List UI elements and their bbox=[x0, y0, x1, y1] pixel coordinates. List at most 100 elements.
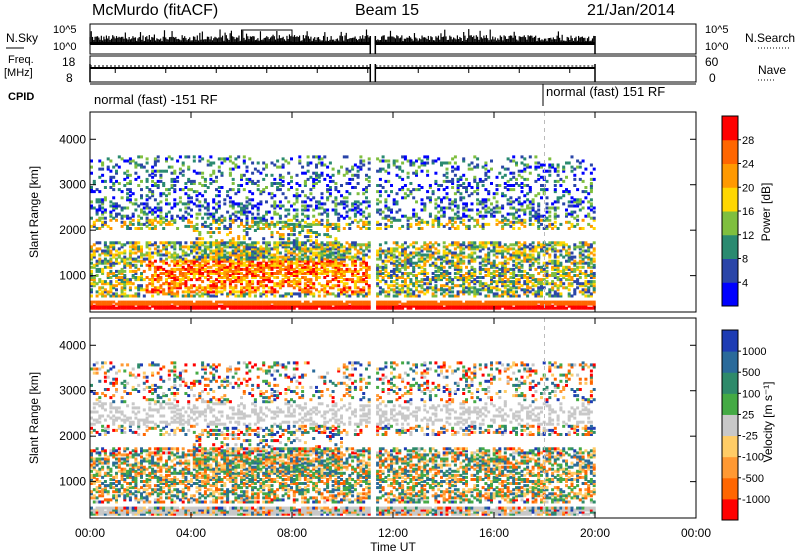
heat-cell bbox=[328, 304, 332, 308]
heat-cell bbox=[306, 269, 310, 273]
heat-cell bbox=[451, 290, 455, 294]
heat-cell bbox=[306, 263, 310, 267]
heat-cell bbox=[456, 224, 460, 228]
heat-cell bbox=[420, 259, 424, 263]
heat-cell bbox=[392, 290, 396, 294]
heat-cell bbox=[456, 284, 460, 288]
heat-cell bbox=[501, 304, 505, 308]
heat-cell bbox=[256, 216, 260, 220]
heat-cell bbox=[212, 243, 216, 247]
heat-cell bbox=[248, 257, 252, 261]
heat-cell bbox=[326, 243, 330, 247]
heat-cell bbox=[209, 163, 213, 167]
heat-cell bbox=[303, 306, 307, 310]
heat-cell bbox=[323, 267, 327, 271]
heat-cell bbox=[292, 202, 296, 206]
heat-cell bbox=[395, 173, 399, 177]
heat-cell bbox=[120, 300, 124, 304]
heat-cell bbox=[465, 227, 468, 230]
heat-cell bbox=[423, 243, 427, 247]
heat-cell bbox=[117, 253, 121, 257]
heat-cell bbox=[278, 214, 282, 218]
heat-cell bbox=[295, 212, 299, 216]
heat-cell bbox=[367, 157, 371, 161]
heat-cell bbox=[501, 227, 505, 230]
heat-cell bbox=[406, 304, 410, 308]
heat-cell bbox=[506, 249, 510, 253]
heat-cell bbox=[356, 255, 360, 259]
heat-cell bbox=[303, 300, 307, 304]
heat-cell bbox=[181, 218, 185, 222]
heat-cell bbox=[392, 288, 396, 292]
heat-cell bbox=[503, 300, 507, 304]
heat-cell bbox=[387, 159, 391, 163]
heat-cell bbox=[312, 208, 316, 212]
heat-cell bbox=[492, 192, 496, 196]
heat-cell bbox=[231, 251, 235, 255]
heat-cell bbox=[401, 188, 405, 192]
heat-cell bbox=[412, 302, 416, 306]
heat-cell bbox=[356, 165, 360, 169]
heat-cell bbox=[278, 306, 282, 310]
heat-cell bbox=[251, 249, 255, 253]
heat-cell bbox=[195, 212, 199, 216]
heat-cell bbox=[145, 300, 149, 304]
heat-cell bbox=[376, 249, 380, 253]
heat-cell bbox=[331, 302, 335, 306]
heat-cell bbox=[95, 198, 99, 202]
heat-cell bbox=[495, 282, 499, 286]
heat-cell bbox=[345, 214, 349, 218]
heat-cell bbox=[103, 222, 107, 226]
heat-cell bbox=[106, 282, 110, 286]
heat-cell bbox=[437, 184, 441, 187]
heat-cell bbox=[420, 227, 424, 230]
heat-cell bbox=[445, 255, 449, 259]
heat-cell bbox=[459, 290, 463, 294]
heat-cell bbox=[476, 247, 480, 251]
heat-cell bbox=[192, 255, 196, 259]
heat-cell bbox=[181, 300, 185, 304]
heat-cell bbox=[167, 263, 171, 267]
heat-cell bbox=[395, 265, 399, 269]
heat-cell bbox=[312, 222, 316, 226]
heat-cell bbox=[215, 292, 218, 296]
heat-cell bbox=[109, 272, 113, 275]
heat-cell bbox=[326, 212, 330, 216]
heat-cell bbox=[362, 265, 366, 269]
heat-cell bbox=[320, 206, 324, 210]
heat-cell bbox=[301, 267, 305, 271]
heat-cell bbox=[478, 245, 482, 249]
heat-cell bbox=[303, 261, 307, 265]
heat-cell bbox=[298, 259, 302, 263]
heat-cell bbox=[242, 300, 246, 304]
heat-cell bbox=[137, 222, 141, 226]
heat-cell bbox=[98, 278, 102, 282]
heat-cell bbox=[353, 290, 357, 294]
heat-cell bbox=[415, 263, 418, 267]
heat-cell bbox=[242, 173, 246, 177]
heat-cell bbox=[173, 284, 177, 288]
heat-cell bbox=[234, 249, 238, 253]
heat-cell bbox=[334, 251, 338, 255]
heat-cell bbox=[303, 171, 307, 175]
heat-cell bbox=[273, 241, 277, 245]
heat-cell bbox=[420, 218, 424, 222]
heat-cell bbox=[384, 200, 388, 204]
heat-cell bbox=[484, 267, 488, 271]
heat-cell bbox=[217, 249, 221, 253]
heat-cell bbox=[209, 214, 213, 218]
heat-cell bbox=[381, 251, 385, 255]
heat-cell bbox=[140, 263, 143, 267]
heat-cell bbox=[231, 241, 235, 245]
heat-cell bbox=[292, 300, 296, 304]
heat-cell bbox=[415, 276, 418, 279]
heat-cell bbox=[392, 202, 396, 206]
heat-cell bbox=[362, 253, 366, 257]
heat-cell bbox=[212, 214, 216, 218]
heat-cell bbox=[376, 227, 380, 230]
heat-cell bbox=[506, 157, 510, 161]
heat-cell bbox=[231, 182, 235, 185]
heat-cell bbox=[503, 243, 507, 247]
heat-cell bbox=[298, 251, 302, 255]
heat-cell bbox=[392, 255, 396, 259]
